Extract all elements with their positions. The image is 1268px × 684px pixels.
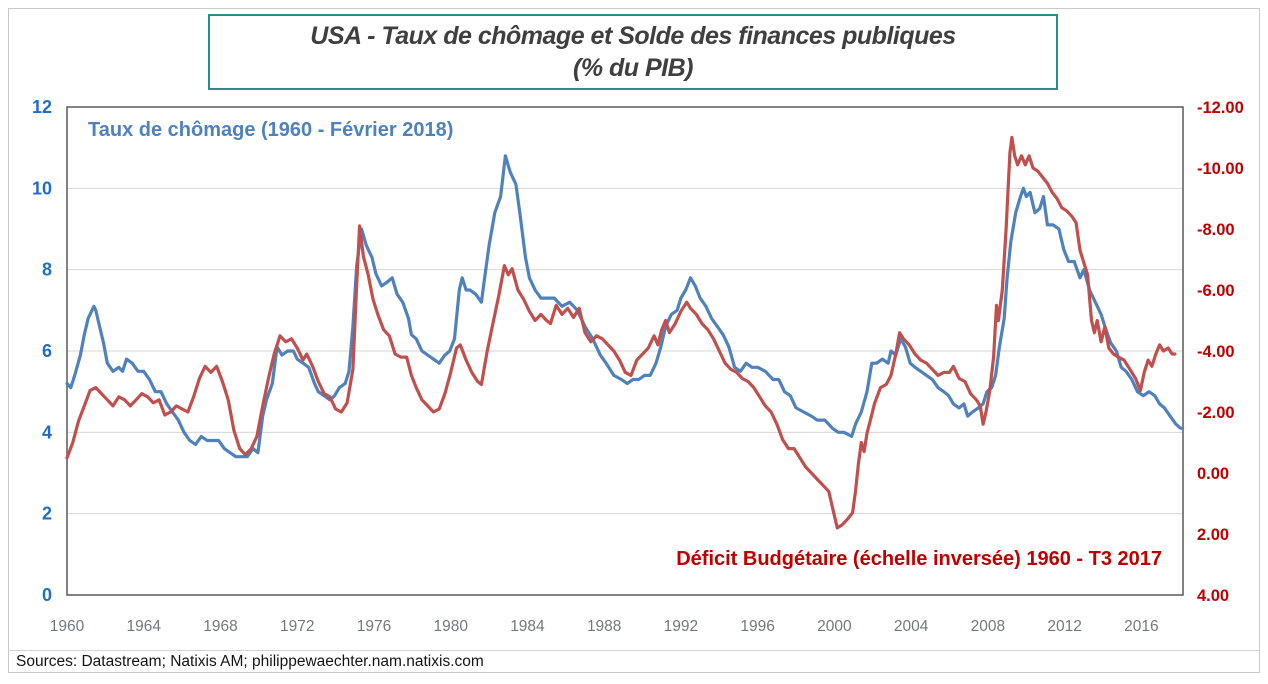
chart-title: USA - Taux de chômage et Solde des finan…	[310, 22, 956, 50]
x-axis-tick: 1976	[357, 618, 391, 635]
left-axis-tick: 6	[42, 341, 52, 361]
x-axis-tick: 2016	[1124, 618, 1158, 635]
figure-border	[8, 8, 1260, 673]
right-axis-tick: -12.00	[1197, 99, 1244, 117]
left-axis-tick: 8	[42, 260, 52, 280]
right-axis-tick: 0.00	[1197, 465, 1229, 483]
right-axis-tick: 2.00	[1197, 526, 1229, 544]
x-axis-tick: 2000	[817, 618, 852, 635]
x-axis-tick: 1968	[203, 618, 237, 635]
x-axis-tick: 2004	[894, 618, 929, 635]
x-axis-tick: 1980	[433, 618, 468, 635]
x-axis-tick: 1996	[740, 618, 774, 635]
chart-title-box: USA - Taux de chômage et Solde des finan…	[208, 14, 1058, 90]
left-axis-tick: 2	[42, 504, 52, 524]
legend-deficit: Déficit Budgétaire (échelle inversée) 19…	[676, 548, 1162, 570]
x-axis-tick: 1964	[126, 618, 161, 635]
left-axis-tick: 12	[32, 97, 52, 117]
right-axis-tick: 4.00	[1197, 587, 1229, 605]
frame-divider-line	[8, 650, 1260, 651]
right-axis-tick: -6.00	[1197, 282, 1235, 300]
x-axis-tick: 1988	[587, 618, 621, 635]
x-axis-tick: 1984	[510, 618, 545, 635]
x-axis-tick: 1992	[664, 618, 698, 635]
x-axis-tick: 2012	[1047, 618, 1081, 635]
right-axis-tick: -4.00	[1197, 343, 1235, 361]
plot-border	[66, 106, 1184, 596]
x-axis-tick: 1972	[280, 618, 314, 635]
sources-note: Sources: Datastream; Natixis AM; philipp…	[16, 653, 484, 670]
x-axis-tick: 1960	[50, 618, 85, 635]
left-axis-tick: 10	[32, 178, 52, 198]
right-axis-tick: -2.00	[1197, 404, 1235, 422]
unemployment-line	[65, 154, 1185, 459]
left-axis-tick: 0	[42, 585, 52, 605]
chart-subtitle: (% du PIB)	[573, 54, 694, 82]
right-axis-tick: -10.00	[1197, 160, 1244, 178]
x-axis-tick: 2008	[971, 618, 1005, 635]
legend-unemployment: Taux de chômage (1960 - Février 2018)	[88, 119, 454, 141]
deficit-line	[65, 135, 1177, 530]
left-axis-tick: 4	[42, 422, 52, 442]
right-axis-tick: -8.00	[1197, 221, 1235, 239]
